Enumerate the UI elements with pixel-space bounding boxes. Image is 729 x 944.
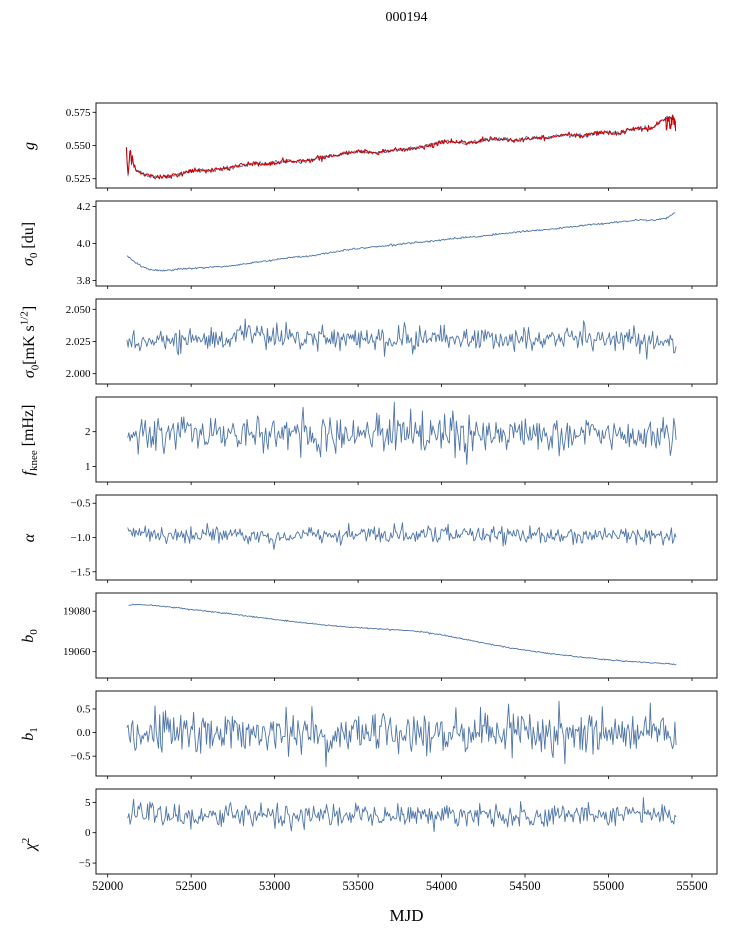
svg-text:5: 5 [85,797,91,809]
panels-container: g 0.525 0.550 0.575 σ0 [du] 3.8 4.0 4.2 σ0[mK s1… [0,100,729,901]
ylabel-col-b0: b0 [0,590,60,681]
panel-g: g 0.525 0.550 0.575 [0,100,729,191]
plot-sigma0-mk: 2.000 2.025 2.050 [66,298,718,387]
plot-g: 0.525 0.550 0.575 [66,102,718,191]
svg-text:4.0: 4.0 [77,238,91,250]
y-axis-label-chi2: χ2 [19,837,40,850]
svg-text:55500: 55500 [676,879,707,893]
series-alpha [127,522,677,550]
svg-text:0.525: 0.525 [66,173,91,185]
svg-text:52500: 52500 [176,879,207,893]
ylabel-col-b1: b1 [0,688,60,779]
series-chi2 [127,797,677,833]
svg-text:0.550: 0.550 [66,140,91,152]
ylabel-col-fknee: fknee [mHz] [0,394,60,485]
y-axis-label-g: g [21,141,38,150]
y-axis-label-alpha: α [21,533,38,542]
plot-fknee: 12 [85,396,718,485]
x-axis-title: MJD [389,906,424,925]
series-fknee [127,401,677,465]
svg-text:19060: 19060 [63,646,91,658]
svg-text:−5: −5 [79,858,91,870]
plot-chi2: −5 0 5 52000 52500 53000 53500 54000 54500 55000 5… [79,788,718,893]
series-gain-red-overlay [125,116,677,180]
svg-text:3.8: 3.8 [77,275,91,287]
svg-text:4.2: 4.2 [77,201,91,213]
y-axis-label-b1: b1 [19,726,41,741]
ylabel-col-alpha: α [0,492,60,583]
panel-fknee: fknee [mHz] 1 2 [0,394,729,485]
svg-text:54500: 54500 [509,879,540,893]
y-axis-label-b0: b0 [19,628,41,643]
svg-text:55000: 55000 [593,879,624,893]
panel-b0: b0 19060 19080 [0,590,729,681]
svg-text:0: 0 [85,827,91,839]
series-gain-red-end-spikes [664,114,677,132]
svg-text:0.5: 0.5 [77,703,91,715]
plot-b0: 19060 19080 [63,592,718,681]
y-axis-label-sigma0-du: σ0 [du] [19,221,41,266]
plot-alpha: −1.5 −1.0 −0.5 [71,494,718,583]
panel-alpha: α −1.5 −1.0 −0.5 [0,492,729,583]
ylabel-col-sigma0-mk: σ0[mK s1/2] [0,296,60,387]
svg-text:53000: 53000 [259,879,290,893]
plot-sigma0-du: 3.8 4.0 4.2 [77,200,718,289]
svg-text:−1.0: −1.0 [71,532,91,544]
series-sigma0-mk [126,318,677,360]
plot-b1: −0.5 0.0 0.5 [71,690,718,779]
ylabel-col-g: g [0,100,60,191]
figure-title: 000194 [385,10,428,25]
svg-text:54000: 54000 [426,879,457,893]
svg-text:2.000: 2.000 [66,368,91,380]
y-axis-label-sigma0-mk: σ0[mK s1/2] [18,305,42,378]
series-b1 [126,700,677,767]
svg-text:19080: 19080 [63,606,91,618]
panel-sigma0-mk: σ0[mK s1/2] 2.000 2.025 2.050 [0,296,729,387]
svg-text:53500: 53500 [342,879,373,893]
svg-text:−0.5: −0.5 [71,498,91,510]
svg-text:−1.5: −1.5 [71,566,91,578]
panel-sigma0-du: σ0 [du] 3.8 4.0 4.2 [0,198,729,289]
ylabel-col-chi2: χ2 [0,786,60,901]
series-b0 [128,603,677,666]
svg-text:0.0: 0.0 [77,727,91,739]
panel-chi2: χ2 −5 0 5 52000 52500 53000 53500 54000 54500 5500… [0,786,729,901]
panel-b1: b1 −0.5 0.0 0.5 [0,688,729,779]
svg-text:2.050: 2.050 [66,304,91,316]
y-axis-label-fknee: fknee [mHz] [19,404,41,475]
svg-text:2: 2 [85,426,91,438]
series-sigma0-du [126,212,676,272]
svg-text:0.575: 0.575 [66,107,91,119]
ylabel-col-sigma0-du: σ0 [du] [0,198,60,289]
series-gain-blue [125,115,677,179]
svg-text:1: 1 [85,461,91,473]
svg-text:2.025: 2.025 [66,336,91,348]
svg-text:52000: 52000 [92,879,123,893]
svg-text:−0.5: −0.5 [71,751,91,763]
